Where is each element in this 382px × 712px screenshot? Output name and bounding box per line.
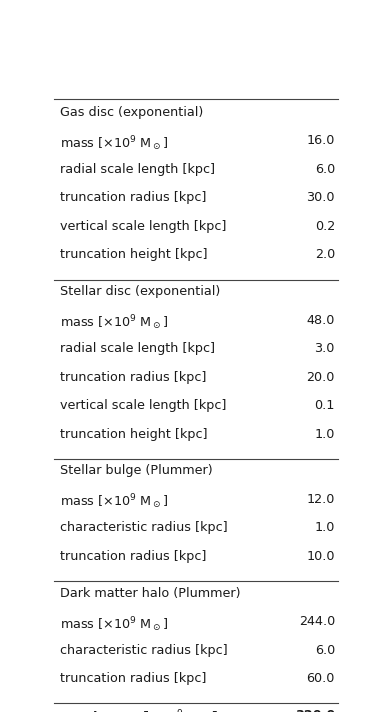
Text: vertical scale length [kpc]: vertical scale length [kpc] <box>60 399 226 412</box>
Text: 0.2: 0.2 <box>315 220 335 233</box>
Text: 244.0: 244.0 <box>299 615 335 628</box>
Text: 12.0: 12.0 <box>306 493 335 506</box>
Text: vertical scale length [kpc]: vertical scale length [kpc] <box>60 220 226 233</box>
Text: truncation height [kpc]: truncation height [kpc] <box>60 248 207 261</box>
Text: truncation radius [kpc]: truncation radius [kpc] <box>60 370 206 384</box>
Text: 2.0: 2.0 <box>315 248 335 261</box>
Text: Stellar bulge (Plummer): Stellar bulge (Plummer) <box>60 464 212 477</box>
Text: 6.0: 6.0 <box>315 163 335 176</box>
Text: 3.0: 3.0 <box>314 342 335 355</box>
Text: 1.0: 1.0 <box>314 427 335 441</box>
Text: radial scale length [kpc]: radial scale length [kpc] <box>60 342 215 355</box>
Text: Stellar disc (exponential): Stellar disc (exponential) <box>60 285 220 298</box>
Text: characteristic radius [kpc]: characteristic radius [kpc] <box>60 644 227 656</box>
Text: truncation height [kpc]: truncation height [kpc] <box>60 427 207 441</box>
Text: 6.0: 6.0 <box>315 644 335 656</box>
Text: 320.0: 320.0 <box>295 708 335 712</box>
Text: 48.0: 48.0 <box>306 313 335 327</box>
Text: mass [×10$^9$ M$_\odot$]: mass [×10$^9$ M$_\odot$] <box>60 493 168 511</box>
Text: mass [×10$^9$ M$_\odot$]: mass [×10$^9$ M$_\odot$] <box>60 313 168 333</box>
Text: 10.0: 10.0 <box>306 550 335 562</box>
Text: 30.0: 30.0 <box>306 192 335 204</box>
Text: 20.0: 20.0 <box>306 370 335 384</box>
Text: 60.0: 60.0 <box>306 672 335 685</box>
Text: characteristic radius [kpc]: characteristic radius [kpc] <box>60 521 227 534</box>
Text: mass [×10$^9$ M$_\odot$]: mass [×10$^9$ M$_\odot$] <box>60 135 168 153</box>
Text: mass [×10$^9$ M$_\odot$]: mass [×10$^9$ M$_\odot$] <box>60 615 168 634</box>
Text: truncation radius [kpc]: truncation radius [kpc] <box>60 550 206 562</box>
Text: radial scale length [kpc]: radial scale length [kpc] <box>60 163 215 176</box>
Text: Dark matter halo (Plummer): Dark matter halo (Plummer) <box>60 587 240 600</box>
Text: Gas disc (exponential): Gas disc (exponential) <box>60 105 203 119</box>
Text: truncation radius [kpc]: truncation radius [kpc] <box>60 672 206 685</box>
Text: Total mass [×10$^9$ M$_\odot$]: Total mass [×10$^9$ M$_\odot$] <box>60 708 218 712</box>
Text: truncation radius [kpc]: truncation radius [kpc] <box>60 192 206 204</box>
Text: 16.0: 16.0 <box>306 135 335 147</box>
Text: 1.0: 1.0 <box>314 521 335 534</box>
Text: 0.1: 0.1 <box>314 399 335 412</box>
